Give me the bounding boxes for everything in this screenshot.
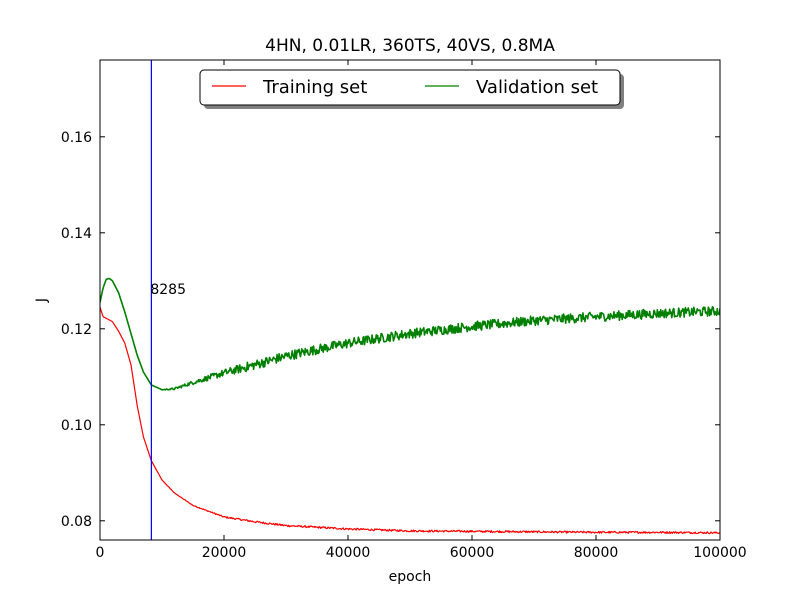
x-axis-label: epoch [389,569,432,585]
x-tick-label: 20000 [202,545,247,561]
plot-area: 8285 0 20000 40000 60000 80000 100000 0.08 0.10 0… [61,59,747,561]
y-axis-label: J [34,298,50,303]
y-tick-label: 0.12 [61,322,92,338]
y-tick-label: 0.16 [61,130,92,146]
legend-box [199,69,621,106]
x-tick-label: 60000 [450,545,495,561]
axes-frame [99,59,721,541]
legend-label-training-set: Training set [262,77,367,98]
series-line-validation-set [100,277,720,391]
y-tick-label: 0.08 [61,514,92,530]
x-tick-label: 80000 [574,545,619,561]
legend-label-validation-set: Validation set [476,77,598,98]
chart-title: 4HN, 0.01LR, 360TS, 40VS, 0.8MA [265,36,555,56]
y-tick-label: 0.14 [61,226,92,242]
x-tick-label: 0 [96,545,105,561]
series-line-training-set [100,307,720,535]
legend: Training set Validation set [199,69,624,109]
y-tick-label: 0.10 [61,418,92,434]
vline-label: 8285 [150,282,186,298]
x-tick-label: 40000 [326,545,371,561]
x-tick-label: 100000 [693,545,746,561]
